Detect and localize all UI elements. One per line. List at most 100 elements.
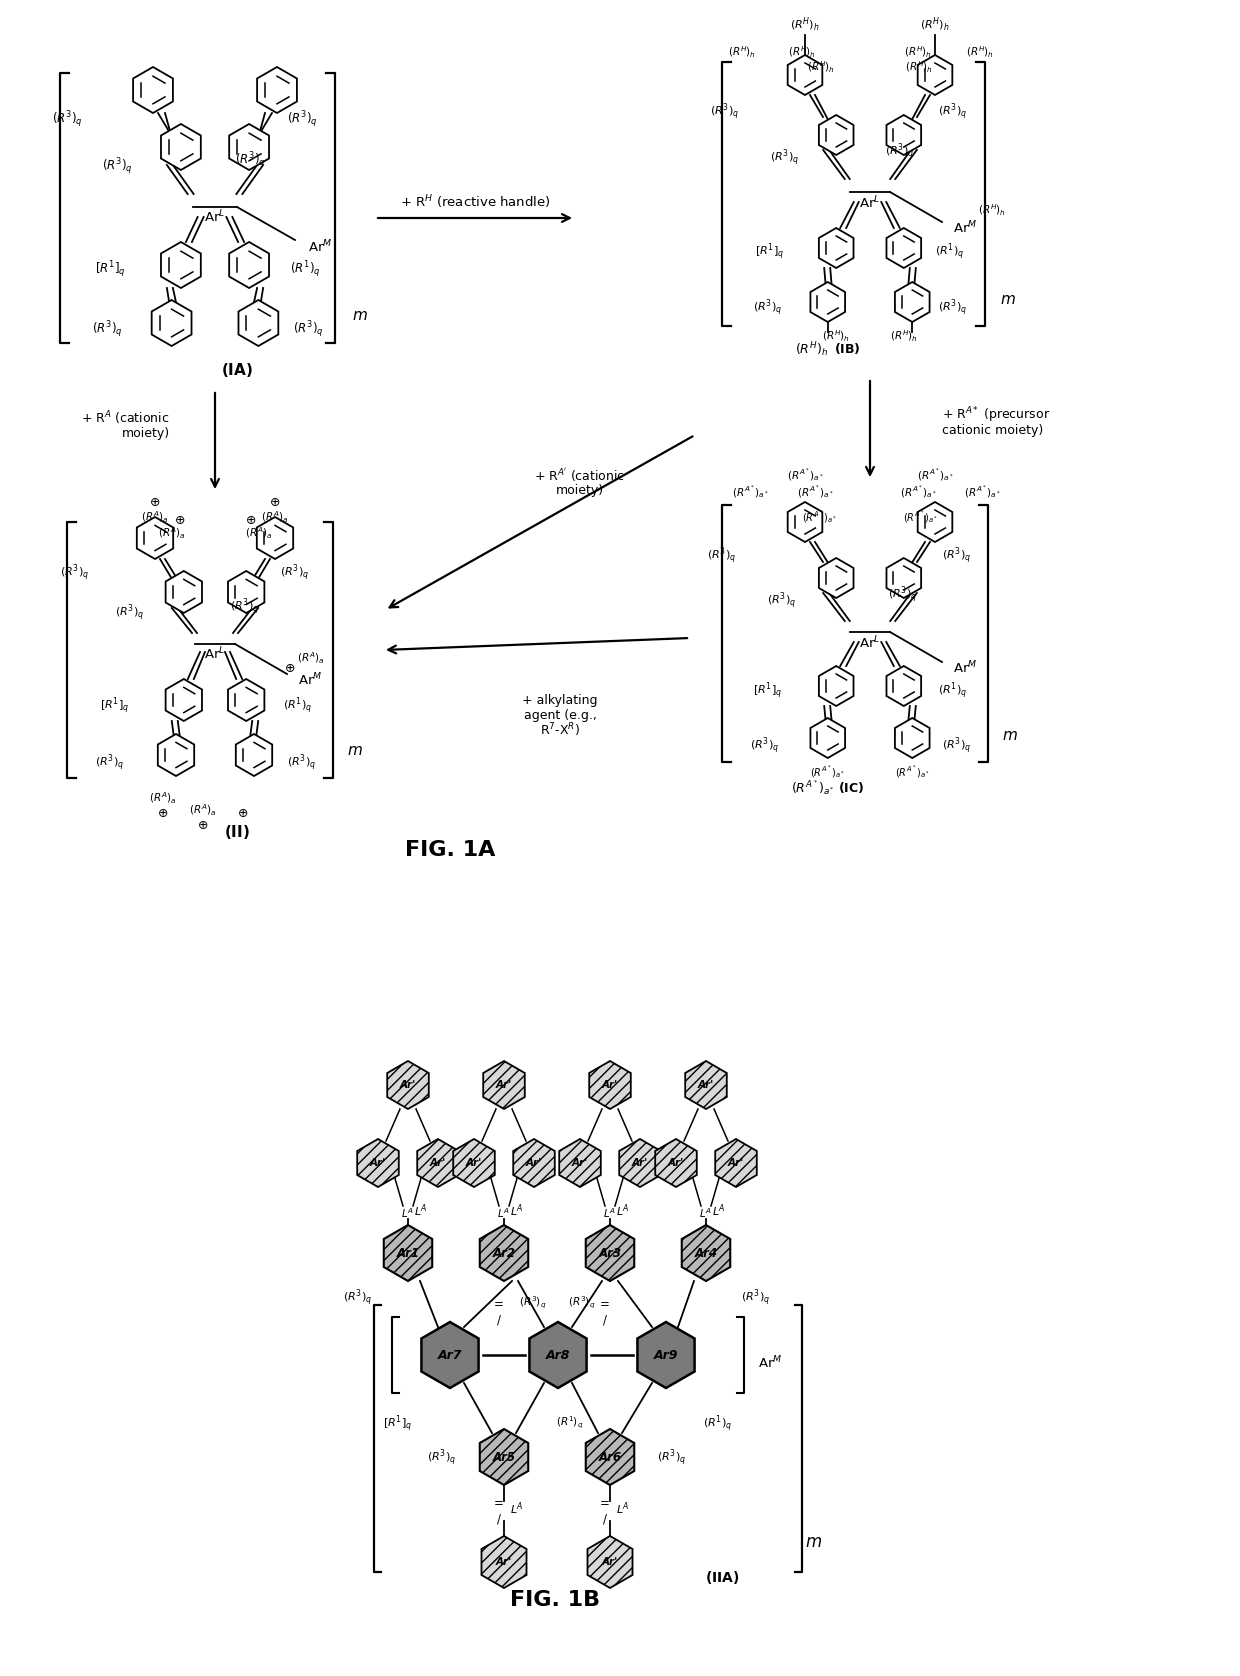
Text: $(R^3)_q$: $(R^3)_q$ <box>286 751 316 773</box>
Polygon shape <box>918 55 952 96</box>
Text: $m$: $m$ <box>1001 293 1016 307</box>
Text: $[R^1]_q$: $[R^1]_q$ <box>754 679 782 701</box>
Polygon shape <box>811 717 846 758</box>
Text: $(R^1)_q$: $(R^1)_q$ <box>937 679 967 701</box>
Polygon shape <box>161 241 201 288</box>
Text: $(R^3)_q$: $(R^3)_q$ <box>942 734 971 756</box>
Text: $(R^{A^*})_{a^*}$: $(R^{A^*})_{a^*}$ <box>796 484 833 501</box>
Text: $(R^{A^*})_{a^*}$: $(R^{A^*})_{a^*}$ <box>903 508 937 525</box>
Polygon shape <box>383 1225 433 1280</box>
Text: =
/: = / <box>494 1497 503 1525</box>
Text: $[R^1]_q$: $[R^1]_q$ <box>94 260 125 280</box>
Text: $\oplus$: $\oplus$ <box>284 662 295 674</box>
Text: $\mathbf{(II)}$: $\mathbf{(II)}$ <box>224 823 250 841</box>
Text: Ar': Ar' <box>430 1158 446 1168</box>
Text: Ar7: Ar7 <box>438 1349 463 1361</box>
Text: $(R^1)_q$: $(R^1)_q$ <box>703 1413 733 1433</box>
Polygon shape <box>895 717 930 758</box>
Polygon shape <box>887 116 921 154</box>
Text: $(R^3)_q$: $(R^3)_q$ <box>937 102 967 122</box>
Polygon shape <box>895 282 930 322</box>
Text: $(R^3)_q$: $(R^3)_q$ <box>95 751 124 773</box>
Polygon shape <box>228 572 264 613</box>
Text: Ar2: Ar2 <box>492 1247 516 1259</box>
Polygon shape <box>229 241 269 288</box>
Text: Ar': Ar' <box>728 1158 744 1168</box>
Text: $\oplus$: $\oplus$ <box>197 818 208 831</box>
Text: $(R^3)_q$: $(R^3)_q$ <box>568 1296 595 1311</box>
Polygon shape <box>559 1140 601 1187</box>
Text: $\oplus$: $\oplus$ <box>157 806 169 820</box>
Text: Ar3: Ar3 <box>599 1247 621 1259</box>
Text: =
/: = / <box>494 1297 503 1326</box>
Text: $(R^A)_a$: $(R^A)_a$ <box>149 791 177 806</box>
Text: Ar': Ar' <box>632 1158 649 1168</box>
Text: $L^A$: $L^A$ <box>497 1207 511 1220</box>
Text: $(R^3)_q$: $(R^3)_q$ <box>236 151 265 171</box>
Text: moiety): moiety) <box>122 426 170 439</box>
Polygon shape <box>887 558 921 598</box>
Text: $m$: $m$ <box>347 742 363 758</box>
Polygon shape <box>133 67 172 112</box>
Text: $(R^3)_q$: $(R^3)_q$ <box>742 1287 770 1307</box>
Polygon shape <box>257 516 293 560</box>
Text: $(R^1)_q$: $(R^1)_q$ <box>283 694 312 716</box>
Polygon shape <box>585 1225 634 1280</box>
Polygon shape <box>417 1140 459 1187</box>
Text: $m$: $m$ <box>806 1534 822 1550</box>
Text: $(R^{A^*})_{a^*}$: $(R^{A^*})_{a^*}$ <box>732 484 769 501</box>
Text: $(R^3)_q$: $(R^3)_q$ <box>707 545 737 565</box>
Polygon shape <box>453 1140 495 1187</box>
Text: $(R^3)_q$: $(R^3)_q$ <box>520 1296 547 1311</box>
Text: Ar': Ar' <box>466 1158 482 1168</box>
Text: $(R^H)_h$: $(R^H)_h$ <box>920 15 950 34</box>
Polygon shape <box>484 1061 525 1110</box>
Text: $m$: $m$ <box>352 307 368 322</box>
Text: $(R^3)_q$: $(R^3)_q$ <box>229 595 259 617</box>
Polygon shape <box>228 679 264 721</box>
Text: $\oplus$: $\oplus$ <box>237 806 249 820</box>
Text: $(R^{A^*})_{a^*}\;\mathbf{(IC)}$: $(R^{A^*})_{a^*}\;\mathbf{(IC)}$ <box>791 779 864 798</box>
Text: $(R^3)_q$: $(R^3)_q$ <box>61 561 89 583</box>
Text: $\oplus$: $\oplus$ <box>174 513 185 526</box>
Polygon shape <box>585 1430 634 1485</box>
Text: $(R^3)_q$: $(R^3)_q$ <box>280 561 309 583</box>
Text: $(R^3)_q$: $(R^3)_q$ <box>754 298 782 318</box>
Text: Ar9: Ar9 <box>653 1349 678 1361</box>
Text: $L^A$: $L^A$ <box>414 1203 428 1220</box>
Text: $m$: $m$ <box>1002 727 1018 742</box>
Polygon shape <box>357 1140 399 1187</box>
Text: Ar': Ar' <box>526 1158 542 1168</box>
Polygon shape <box>229 124 269 169</box>
Text: $(R^H)_h$: $(R^H)_h$ <box>807 59 835 75</box>
Text: Ar6: Ar6 <box>599 1450 621 1463</box>
Polygon shape <box>818 116 853 154</box>
Text: $(R^H)_h$: $(R^H)_h$ <box>905 59 932 75</box>
Text: Ar': Ar' <box>668 1158 684 1168</box>
Text: $(R^3)_q$: $(R^3)_q$ <box>52 109 82 131</box>
Text: $(R^3)_q$: $(R^3)_q$ <box>768 590 796 610</box>
Text: $(R^3)_q$: $(R^3)_q$ <box>937 298 967 318</box>
Polygon shape <box>655 1140 697 1187</box>
Text: $(R^H)_h$: $(R^H)_h$ <box>890 328 919 344</box>
Text: + R$^H$ (reactive handle): + R$^H$ (reactive handle) <box>399 193 551 211</box>
Text: Ar$^L$: Ar$^L$ <box>859 635 880 652</box>
Text: + alkylating: + alkylating <box>522 694 598 707</box>
Text: $\oplus$: $\oplus$ <box>246 513 257 526</box>
Text: $(R^A)_a$: $(R^A)_a$ <box>190 803 217 818</box>
Text: $[R^1]_q$: $[R^1]_q$ <box>100 694 130 716</box>
Polygon shape <box>887 665 921 706</box>
Text: $(R^1)_q$: $(R^1)_q$ <box>935 241 965 263</box>
Polygon shape <box>238 300 278 345</box>
Text: $(R^3)_q$: $(R^3)_q$ <box>711 102 739 122</box>
Text: Ar4: Ar4 <box>694 1247 718 1259</box>
Text: $(R^3)_q$: $(R^3)_q$ <box>942 545 971 565</box>
Text: $L^A$: $L^A$ <box>712 1203 725 1220</box>
Text: Ar8: Ar8 <box>546 1349 570 1361</box>
Text: moiety): moiety) <box>556 483 604 496</box>
Polygon shape <box>513 1140 554 1187</box>
Text: $(R^3)_q$: $(R^3)_q$ <box>657 1446 687 1468</box>
Text: $(R^1)_q$: $(R^1)_q$ <box>290 260 321 280</box>
Polygon shape <box>637 1322 694 1388</box>
Polygon shape <box>686 1061 727 1110</box>
